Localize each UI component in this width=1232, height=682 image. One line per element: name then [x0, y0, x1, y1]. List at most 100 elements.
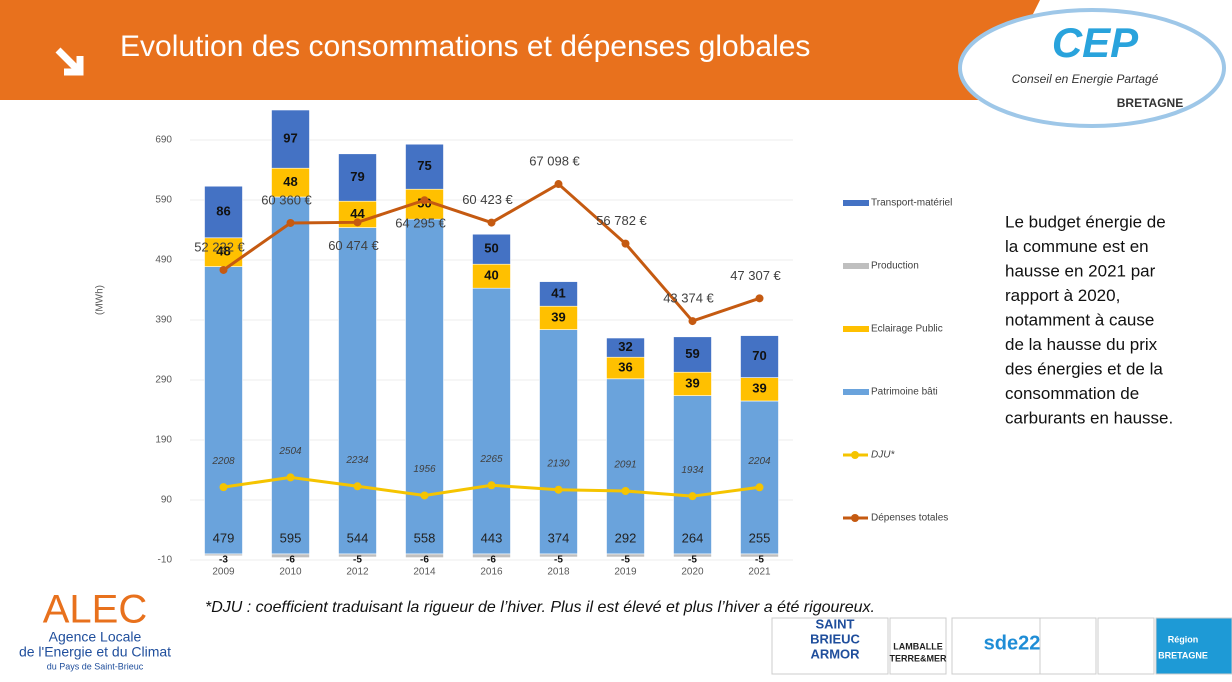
- footnote: *DJU : coefficient traduisant la rigueur…: [205, 599, 875, 616]
- alec-logo: ALEC: [43, 588, 148, 632]
- line-point: [756, 294, 764, 302]
- data-label: 2091: [613, 460, 636, 471]
- partner-name: BRIEUC: [810, 631, 860, 646]
- partner-box: [1040, 618, 1096, 674]
- legend-swatch: [851, 514, 859, 522]
- y-tick-label: 590: [155, 195, 172, 206]
- legend-label: Dépenses totales: [871, 513, 948, 524]
- data-label: 479: [213, 530, 235, 545]
- side-text-line: la commune est en: [1005, 237, 1149, 256]
- partner-name: LAMBALLE: [893, 641, 943, 651]
- legend-swatch: [843, 263, 869, 269]
- data-label: -5: [554, 555, 563, 566]
- y-tick-label: 390: [155, 315, 172, 326]
- line-point: [555, 180, 563, 188]
- data-label: 1934: [681, 465, 704, 476]
- line-point: [421, 491, 429, 499]
- data-label: 60 360 €: [261, 192, 312, 207]
- y-tick-label: -10: [158, 555, 173, 566]
- data-label: -5: [755, 555, 764, 566]
- x-tick-label: 2014: [413, 567, 436, 578]
- slide: Evolution des consommations et dépenses …: [0, 0, 1232, 677]
- bar-segment: [272, 197, 310, 554]
- data-label: 1956: [413, 464, 436, 475]
- partner-box: [1156, 618, 1232, 674]
- line-point: [220, 266, 228, 274]
- side-text-line: notamment à cause: [1005, 310, 1154, 329]
- bar-segment: [473, 288, 511, 554]
- side-text: Le budget énergie dela commune est enhau…: [1005, 212, 1173, 427]
- legend-swatch: [851, 451, 859, 459]
- y-axis-label: (MWh): [95, 285, 106, 315]
- data-label: 41: [551, 285, 565, 300]
- data-label: 79: [350, 169, 364, 184]
- logo-name: CEP: [1052, 19, 1139, 66]
- bar-segment: [339, 228, 377, 554]
- legend-swatch: [843, 200, 869, 206]
- data-label: 75: [417, 158, 431, 173]
- data-label: 32: [618, 339, 632, 354]
- y-tick-label: 290: [155, 375, 172, 386]
- x-tick-label: 2009: [212, 567, 235, 578]
- line-point: [220, 483, 228, 491]
- data-label: 255: [749, 530, 771, 545]
- legend-label: DJU*: [871, 450, 895, 461]
- line-point: [287, 219, 295, 227]
- data-label: 40: [484, 268, 498, 283]
- side-text-line: rapport à 2020,: [1005, 286, 1120, 305]
- line-point: [488, 219, 496, 227]
- data-label: -3: [219, 555, 228, 566]
- line-point: [689, 492, 697, 500]
- data-label: -6: [286, 555, 295, 566]
- data-label: 50: [484, 241, 498, 256]
- data-label: 558: [414, 530, 436, 545]
- x-tick-label: 2020: [681, 567, 704, 578]
- legend-label: Transport-matériel: [871, 198, 952, 209]
- data-label: 374: [548, 530, 570, 545]
- line-point: [555, 486, 563, 494]
- partner-name: ARMOR: [810, 646, 860, 661]
- data-label: -5: [688, 555, 697, 566]
- data-label: 544: [347, 530, 369, 545]
- x-tick-label: 2019: [614, 567, 637, 578]
- data-label: 2504: [278, 446, 302, 457]
- x-tick-label: 2018: [547, 567, 570, 578]
- line-point: [488, 481, 496, 489]
- x-tick-label: 2021: [748, 567, 771, 578]
- data-label: -5: [353, 555, 362, 566]
- x-tick-label: 2016: [480, 567, 503, 578]
- side-text-line: consommation de: [1005, 384, 1139, 403]
- line-point: [354, 482, 362, 490]
- data-label: 39: [551, 309, 565, 324]
- data-label: 39: [752, 381, 766, 396]
- data-label: 2265: [479, 454, 503, 465]
- data-label: 47 307 €: [730, 268, 781, 283]
- x-tick-label: 2010: [279, 567, 302, 578]
- data-label: 39: [685, 375, 699, 390]
- legend-label: Patrimoine bâti: [871, 387, 938, 398]
- data-label: 56 782 €: [596, 213, 647, 228]
- partner-name: Région: [1168, 634, 1199, 644]
- y-tick-label: 690: [155, 135, 172, 146]
- data-label: 2204: [747, 456, 771, 467]
- legend-label: Eclairage Public: [871, 324, 943, 335]
- legend-label: Production: [871, 261, 919, 272]
- line-point: [756, 483, 764, 491]
- data-label: 59: [685, 346, 699, 361]
- data-label: 67 098 €: [529, 153, 580, 168]
- x-tick-label: 2012: [346, 567, 369, 578]
- data-label: 60 423 €: [462, 192, 513, 207]
- legend-swatch: [843, 389, 869, 395]
- side-text-line: de la hausse du prix: [1005, 335, 1158, 354]
- data-label: 2208: [211, 456, 235, 467]
- partner-box: [1098, 618, 1154, 674]
- line-point: [622, 487, 630, 495]
- bar-segment: [406, 219, 444, 554]
- data-label: 264: [682, 530, 704, 545]
- data-label: 43 374 €: [663, 291, 714, 306]
- bar-segment: [540, 330, 578, 554]
- data-label: 36: [618, 359, 632, 374]
- alec-line: du Pays de Saint-Brieuc: [47, 661, 144, 671]
- line-point: [287, 473, 295, 481]
